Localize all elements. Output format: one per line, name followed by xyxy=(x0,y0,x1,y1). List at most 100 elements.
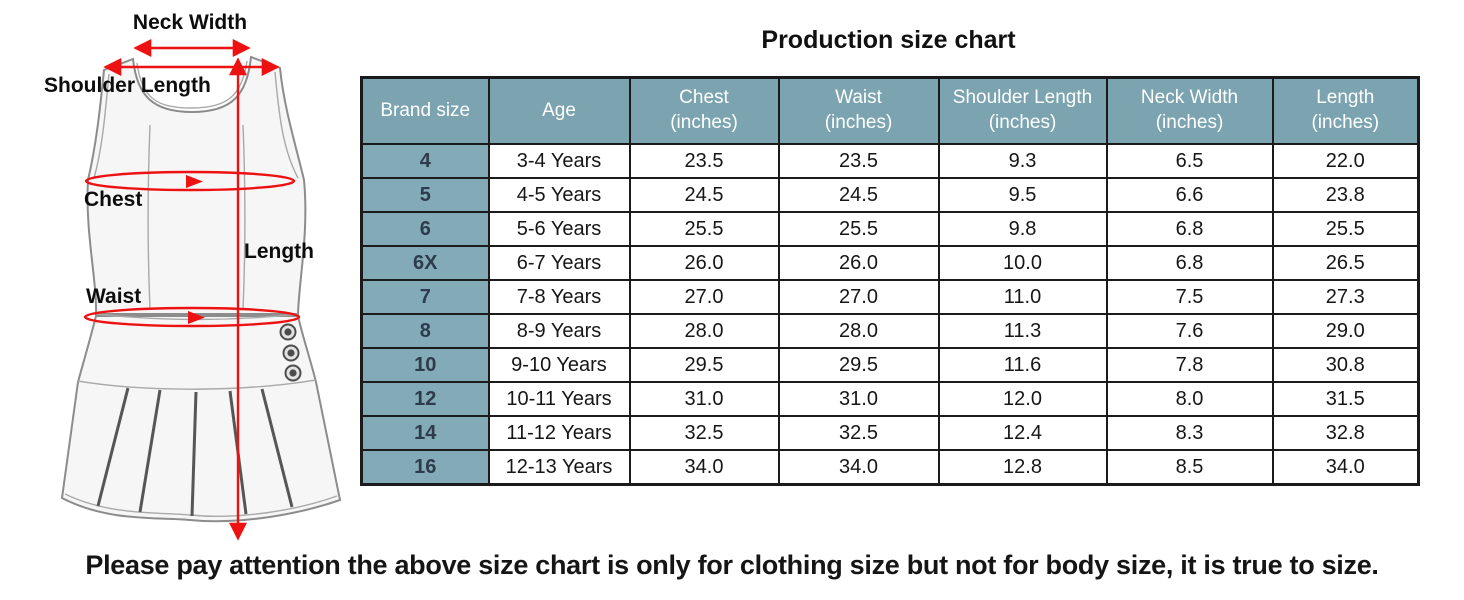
column-header: Waist (inches) xyxy=(777,76,940,145)
data-cell: 23.8 xyxy=(1271,177,1420,213)
data-cell: 7-8 Years xyxy=(487,279,631,315)
brand-size-cell: 6 xyxy=(360,211,490,247)
data-cell: 10.0 xyxy=(937,245,1108,281)
chest-label: Chest xyxy=(84,188,142,211)
data-cell: 8.0 xyxy=(1105,381,1274,417)
size-table: Brand size Age Chest (inches) Waist (inches) S… xyxy=(360,76,1420,486)
column-header: Shoulder Length (inches) xyxy=(937,76,1108,145)
data-cell: 7.5 xyxy=(1105,279,1274,315)
data-cell: 27.0 xyxy=(777,279,940,315)
table-row: 6X 6-7 Years 26.0 26.0 10.0 6.8 26.5 xyxy=(360,245,1420,281)
chest-arrowhead xyxy=(186,175,203,188)
disclaimer-note: Please pay attention the above size char… xyxy=(85,550,1379,580)
data-cell: 32.5 xyxy=(628,415,780,451)
data-cell: 6-7 Years xyxy=(487,245,631,281)
shoulder-length-label: Shoulder Length xyxy=(44,74,211,97)
data-cell: 11.0 xyxy=(937,279,1108,315)
data-cell: 32.5 xyxy=(777,415,940,451)
data-cell: 29.5 xyxy=(628,347,780,383)
data-cell: 27.0 xyxy=(628,279,780,315)
data-cell: 8.5 xyxy=(1105,449,1274,486)
table-row: 4 3-4 Years 23.5 23.5 9.3 6.5 22.0 xyxy=(360,143,1420,179)
column-header: Length (inches) xyxy=(1271,76,1420,145)
brand-size-cell: 4 xyxy=(360,143,490,179)
data-cell: 7.6 xyxy=(1105,313,1274,349)
data-cell: 9-10 Years xyxy=(487,347,631,383)
brand-size-cell: 7 xyxy=(360,279,490,315)
data-cell: 11-12 Years xyxy=(487,415,631,451)
data-cell: 9.8 xyxy=(937,211,1108,247)
waist-measure-ellipse xyxy=(83,306,301,328)
data-cell: 6.8 xyxy=(1105,245,1274,281)
table-row: 6 5-6 Years 25.5 25.5 9.8 6.8 25.5 xyxy=(360,211,1420,247)
data-cell: 8-9 Years xyxy=(487,313,631,349)
data-cell: 31.0 xyxy=(777,381,940,417)
data-cell: 4-5 Years xyxy=(487,177,631,213)
table-row: 14 11-12 Years 32.5 32.5 12.4 8.3 32.8 xyxy=(360,415,1420,451)
data-cell: 12.8 xyxy=(937,449,1108,486)
measurement-arrows xyxy=(83,39,301,541)
data-cell: 6.8 xyxy=(1105,211,1274,247)
data-cell: 12.0 xyxy=(937,381,1108,417)
data-cell: 5-6 Years xyxy=(487,211,631,247)
data-cell: 34.0 xyxy=(777,449,940,486)
data-cell: 10-11 Years xyxy=(487,381,631,417)
size-table-area: Brand size Age Chest (inches) Waist (inches) S… xyxy=(360,76,1420,486)
brand-size-cell: 10 xyxy=(360,347,490,383)
brand-size-cell: 14 xyxy=(360,415,490,451)
brand-size-cell: 8 xyxy=(360,313,490,349)
dress-outline xyxy=(60,55,342,523)
waist-label: Waist xyxy=(86,285,141,308)
page-title: Production size chart xyxy=(761,26,1016,54)
data-cell: 27.3 xyxy=(1271,279,1420,315)
data-cell: 8.3 xyxy=(1105,415,1274,451)
data-cell: 9.5 xyxy=(937,177,1108,213)
dress-sketch: Neck Width Shoulder Length Chest Length … xyxy=(44,11,342,541)
data-cell: 29.5 xyxy=(777,347,940,383)
data-cell: 29.0 xyxy=(1271,313,1420,349)
header-row: Brand size Age Chest (inches) Waist (inches) S… xyxy=(360,76,1420,145)
data-cell: 28.0 xyxy=(777,313,940,349)
table-row: 10 9-10 Years 29.5 29.5 11.6 7.8 30.8 xyxy=(360,347,1420,383)
brand-size-cell: 16 xyxy=(360,449,490,486)
brand-size-cell: 6X xyxy=(360,245,490,281)
data-cell: 12.4 xyxy=(937,415,1108,451)
data-cell: 6.5 xyxy=(1105,143,1274,179)
garment-measurement-diagram: Neck Width Shoulder Length Chest Length … xyxy=(0,0,380,560)
data-cell: 23.5 xyxy=(628,143,780,179)
table-row: 7 7-8 Years 27.0 27.0 11.0 7.5 27.3 xyxy=(360,279,1420,315)
brand-size-cell: 12 xyxy=(360,381,490,417)
data-cell: 24.5 xyxy=(777,177,940,213)
table-row: 8 8-9 Years 28.0 28.0 11.3 7.6 29.0 xyxy=(360,313,1420,349)
data-cell: 23.5 xyxy=(777,143,940,179)
data-cell: 28.0 xyxy=(628,313,780,349)
data-cell: 34.0 xyxy=(628,449,780,486)
data-cell: 26.5 xyxy=(1271,245,1420,281)
data-cell: 31.5 xyxy=(1271,381,1420,417)
data-cell: 26.0 xyxy=(628,245,780,281)
data-cell: 11.3 xyxy=(937,313,1108,349)
brand-size-cell: 5 xyxy=(360,177,490,213)
data-cell: 12-13 Years xyxy=(487,449,631,486)
table-row: 5 4-5 Years 24.5 24.5 9.5 6.6 23.8 xyxy=(360,177,1420,213)
data-cell: 26.0 xyxy=(777,245,940,281)
data-cell: 25.5 xyxy=(628,211,780,247)
data-cell: 32.8 xyxy=(1271,415,1420,451)
size-table-head: Brand size Age Chest (inches) Waist (inches) S… xyxy=(360,76,1420,145)
data-cell: 34.0 xyxy=(1271,449,1420,486)
table-row: 12 10-11 Years 31.0 31.0 12.0 8.0 31.5 xyxy=(360,381,1420,417)
length-label: Length xyxy=(244,240,314,263)
column-header: Age xyxy=(487,76,631,145)
neck-width-label: Neck Width xyxy=(133,11,247,34)
data-cell: 3-4 Years xyxy=(487,143,631,179)
data-cell: 22.0 xyxy=(1271,143,1420,179)
chest-measure-ellipse xyxy=(84,170,296,192)
column-header: Brand size xyxy=(360,76,490,145)
data-cell: 25.5 xyxy=(1271,211,1420,247)
data-cell: 9.3 xyxy=(937,143,1108,179)
column-header: Neck Width (inches) xyxy=(1105,76,1274,145)
table-row: 16 12-13 Years 34.0 34.0 12.8 8.5 34.0 xyxy=(360,449,1420,486)
data-cell: 7.8 xyxy=(1105,347,1274,383)
waist-arrowhead xyxy=(188,311,205,324)
data-cell: 24.5 xyxy=(628,177,780,213)
